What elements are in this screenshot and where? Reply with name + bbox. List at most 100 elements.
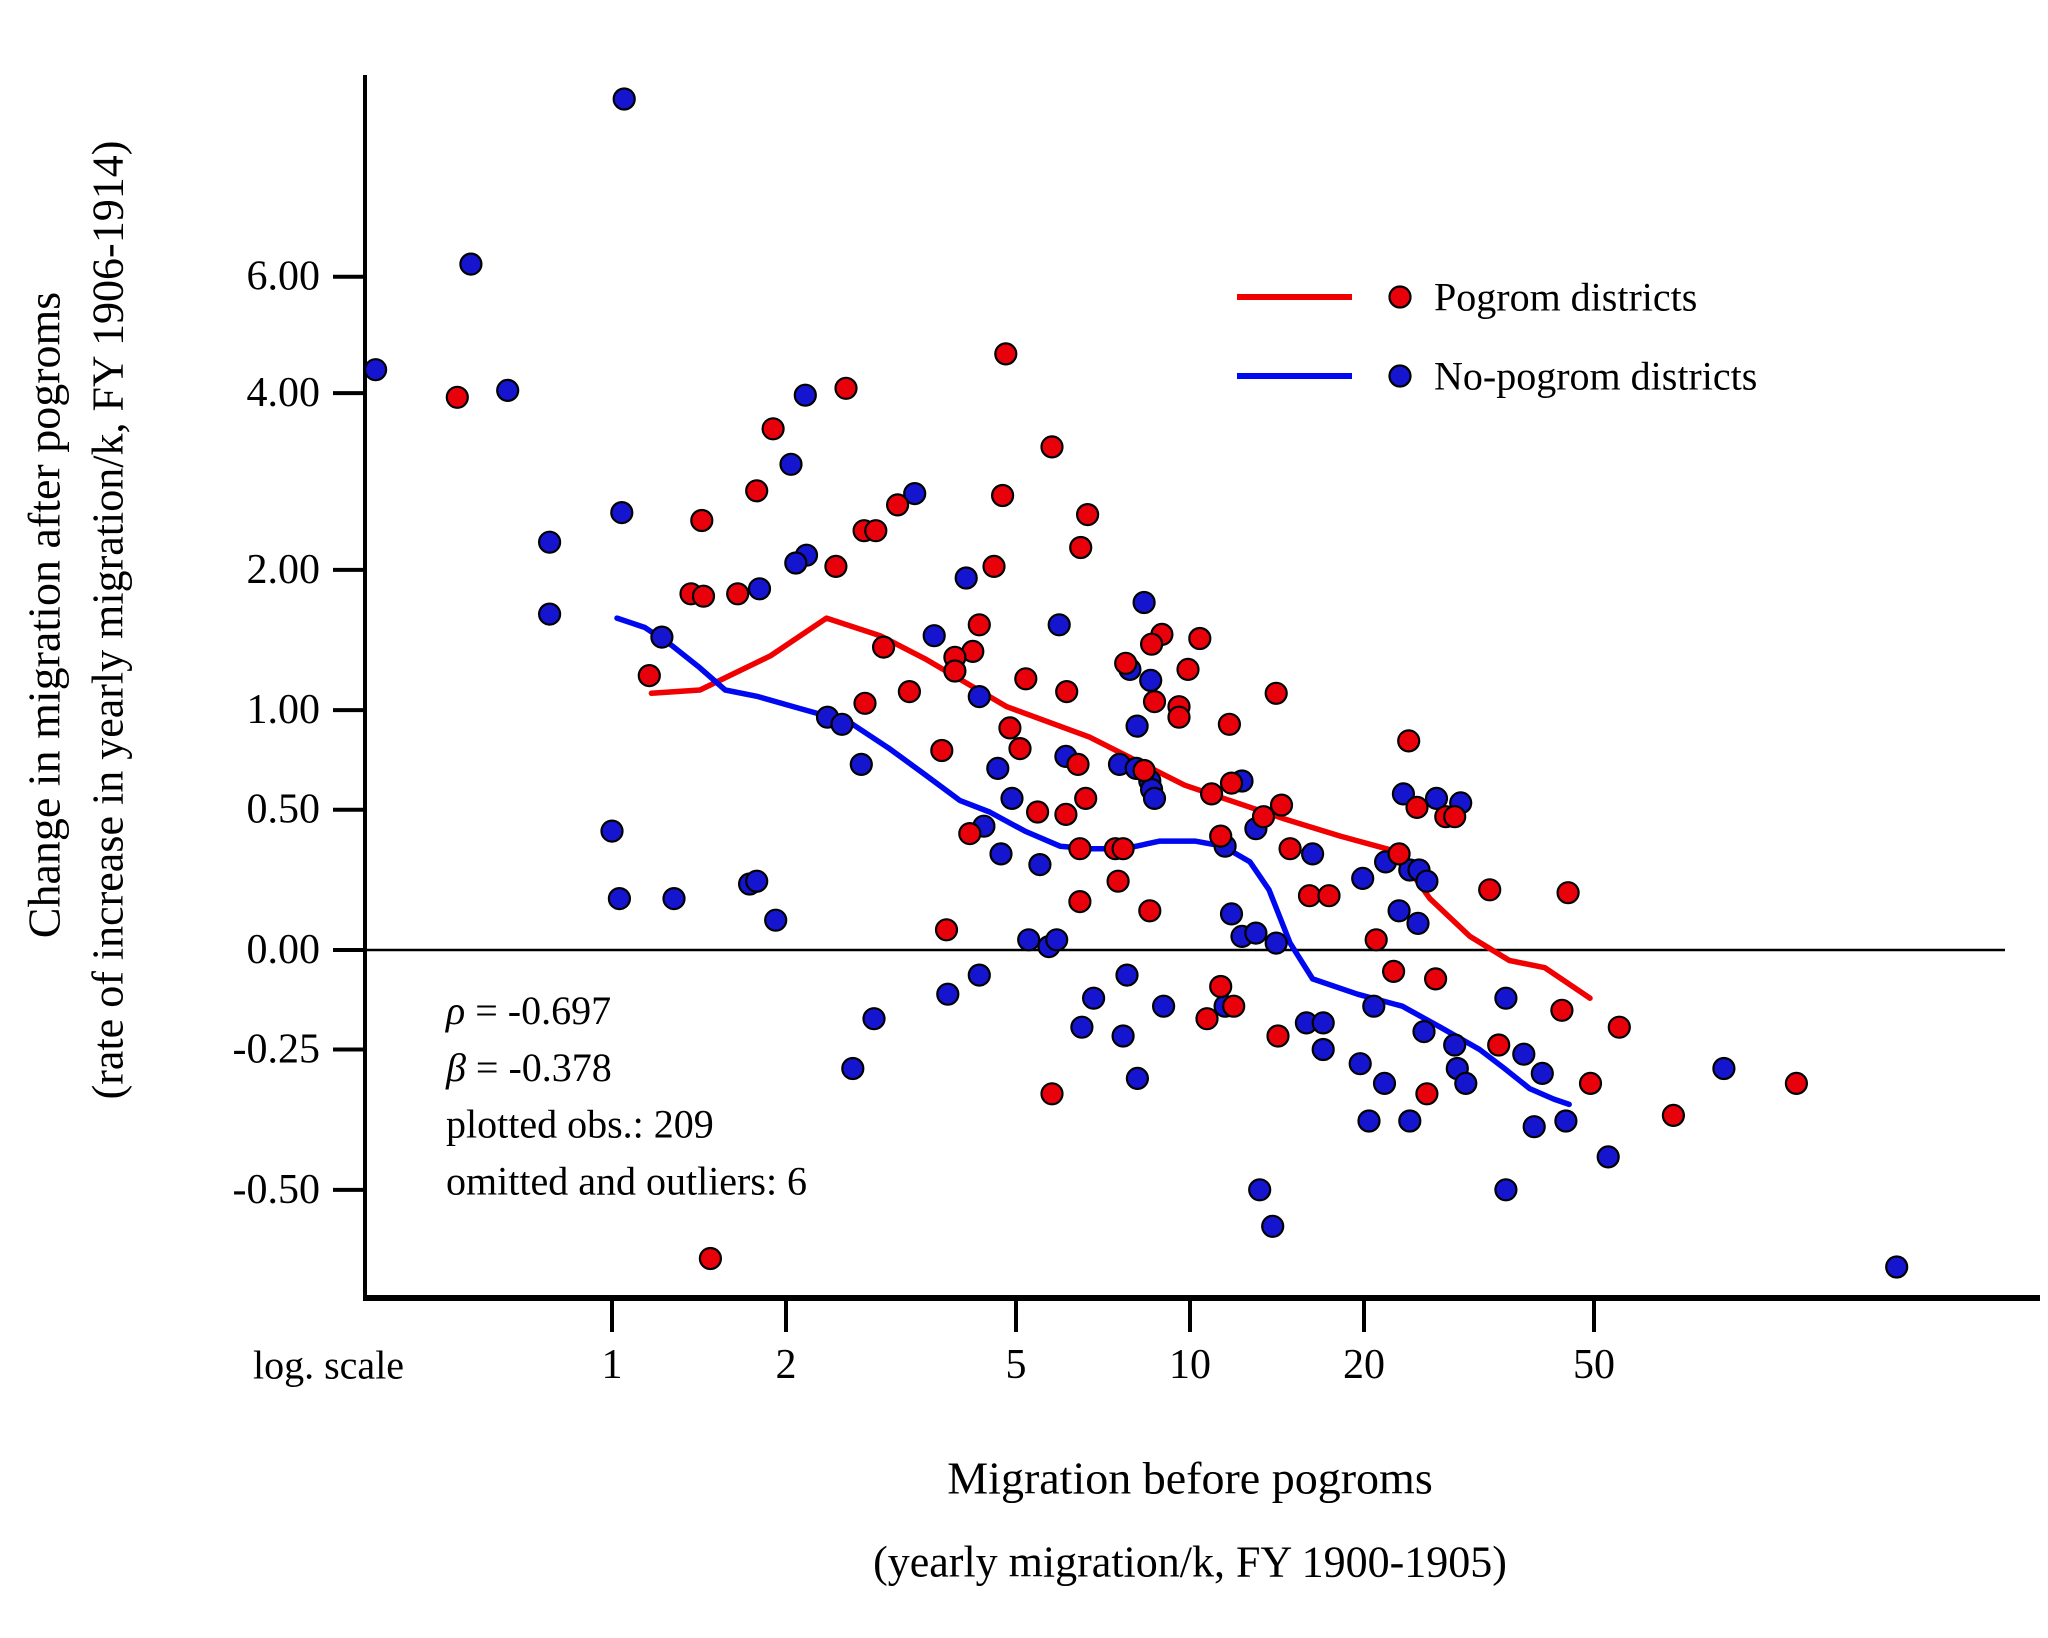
data-point	[1219, 902, 1244, 926]
data-point	[1357, 1109, 1381, 1133]
data-point	[1317, 884, 1341, 908]
data-point	[943, 659, 967, 683]
data-point	[903, 482, 927, 506]
data-point	[1132, 758, 1156, 783]
x-axis-subtitle: (yearly migration/k, FY 1900-1905)	[873, 1538, 1507, 1587]
data-point	[1195, 1007, 1219, 1031]
data-point	[1025, 800, 1050, 824]
legend-label-pogrom: Pogrom districts	[1434, 275, 1697, 320]
beta-symbol: β	[445, 1045, 466, 1090]
data-point	[1070, 1015, 1094, 1039]
data-point	[1248, 1178, 1272, 1202]
data-point	[1391, 782, 1416, 806]
data-point	[459, 252, 483, 276]
data-point	[612, 87, 636, 111]
data-point	[1522, 1115, 1546, 1139]
data-point	[1139, 668, 1163, 693]
data-point	[1397, 729, 1421, 753]
y-tick-label: 4.00	[247, 370, 321, 416]
data-point	[841, 1056, 865, 1081]
stat-plotted-obs: plotted obs.: 209	[446, 1102, 714, 1147]
data-point	[764, 908, 788, 932]
data-point	[1054, 802, 1078, 827]
data-point	[1300, 842, 1325, 866]
data-point	[1167, 705, 1191, 729]
data-point	[1554, 1109, 1578, 1133]
data-point	[994, 342, 1018, 366]
data-point	[897, 679, 922, 704]
stats-block: ρ = -0.697 β = -0.378 plotted obs.: 209 …	[444, 988, 807, 1204]
data-point	[967, 963, 991, 987]
data-point	[1138, 899, 1162, 923]
data-point	[1311, 1011, 1335, 1035]
data-point	[824, 554, 848, 579]
data-point	[1000, 786, 1024, 811]
data-point	[1132, 590, 1156, 615]
data-point	[862, 1007, 886, 1031]
data-point	[1415, 869, 1439, 893]
data-point	[1423, 967, 1448, 991]
data-point	[610, 500, 634, 525]
data-point	[1387, 899, 1411, 923]
data-point	[1081, 986, 1106, 1010]
data-point	[1661, 1103, 1686, 1128]
data-point	[1142, 689, 1167, 714]
data-point	[1372, 1071, 1397, 1096]
data-point	[1530, 1061, 1554, 1086]
data-point	[1512, 1042, 1536, 1066]
data-point	[830, 712, 854, 736]
data-point	[1068, 837, 1092, 861]
data-point	[1261, 1214, 1285, 1238]
x-tick-label: 1	[602, 1342, 623, 1388]
data-point	[1487, 1033, 1511, 1057]
data-point	[1269, 793, 1294, 817]
data-point	[1106, 869, 1130, 893]
legend-dot-pogrom	[1388, 285, 1412, 309]
data-point	[1415, 1082, 1439, 1106]
data-point	[600, 819, 624, 843]
data-point	[1784, 1071, 1809, 1096]
x-tick-label: 20	[1343, 1342, 1385, 1388]
data-point	[1364, 928, 1388, 952]
data-point	[1578, 1071, 1603, 1096]
stat-omitted-outliers: omitted and outliers: 6	[446, 1159, 807, 1204]
data-point	[1311, 1037, 1335, 1062]
data-point	[1176, 657, 1200, 682]
y-axis-title: Change in migration after pogroms	[19, 292, 70, 938]
data-point	[1125, 1066, 1150, 1091]
data-point	[1454, 1071, 1478, 1096]
data-point	[990, 483, 1015, 508]
data-point	[1387, 842, 1411, 866]
data-point	[1142, 786, 1167, 811]
beta-value: = -0.378	[466, 1045, 612, 1090]
data-point	[1494, 986, 1518, 1010]
y-tick-label: 1.00	[247, 687, 321, 733]
y-tick-label: 0.50	[247, 787, 321, 833]
data-point	[1075, 502, 1100, 527]
data-point	[745, 869, 769, 893]
data-point	[1066, 752, 1090, 777]
data-point	[1055, 679, 1079, 704]
x-tick-label: 5	[1006, 1342, 1027, 1388]
data-point	[537, 530, 562, 554]
data-point	[1217, 712, 1242, 736]
data-point	[784, 551, 808, 575]
data-point	[537, 602, 562, 626]
legend-dot-no-pogrom	[1388, 364, 1412, 388]
data-point	[1114, 651, 1138, 675]
data-point	[1209, 824, 1233, 848]
data-point	[698, 1246, 723, 1271]
data-point	[1266, 1024, 1290, 1048]
data-point	[1398, 1109, 1422, 1133]
data-point	[989, 842, 1013, 866]
data-point	[662, 886, 686, 911]
data-point	[1556, 881, 1580, 905]
data-point	[1069, 535, 1093, 560]
data-point	[1219, 771, 1244, 795]
data-point	[1115, 963, 1139, 987]
data-point	[1550, 998, 1574, 1022]
data-point	[834, 376, 858, 400]
y-tick-label: 2.00	[247, 547, 321, 593]
